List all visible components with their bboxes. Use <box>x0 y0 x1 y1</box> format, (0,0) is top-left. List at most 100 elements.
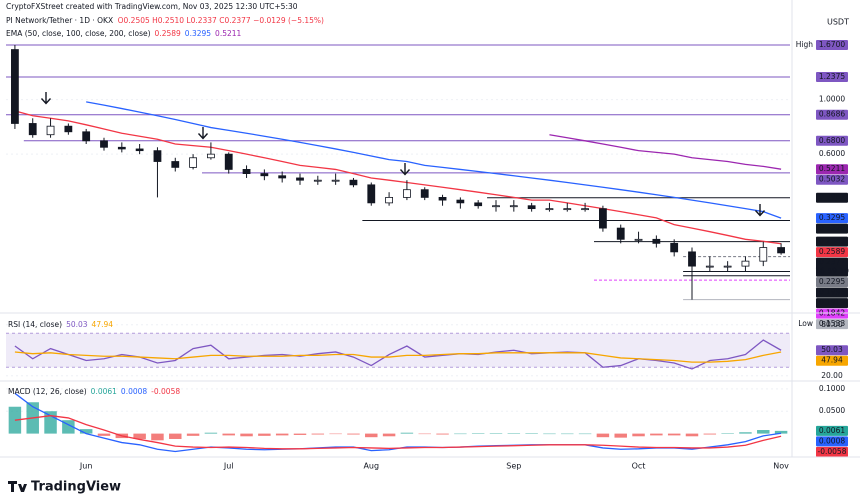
x-tick-label: Sep <box>506 462 521 471</box>
price-label: 0.1996 <box>819 288 845 297</box>
macd-value: 0.0008 <box>121 387 147 396</box>
price-label-box <box>816 192 848 203</box>
candle-body <box>403 189 411 198</box>
price-label-box <box>816 135 848 146</box>
logo: TradingView <box>8 480 121 495</box>
candle-body <box>599 208 607 229</box>
y-tick-label: 1.0000 <box>819 95 845 104</box>
y-tick-label: 80.00 <box>821 320 843 329</box>
price-label: 0.1533 <box>819 319 845 328</box>
y-tick-label: 20.00 <box>821 371 843 380</box>
candle-body <box>527 205 536 210</box>
price-label-box <box>816 257 848 277</box>
candle-body <box>367 184 376 204</box>
down-arrow <box>40 92 52 105</box>
x-tick-label: Aug <box>363 462 379 471</box>
macd-title: MACD (12, 26, close) <box>8 387 87 396</box>
price-label-box <box>816 71 848 82</box>
histogram-bar <box>578 433 592 435</box>
histogram-bar <box>757 430 770 434</box>
rsi-ma-value: 47.94 <box>92 320 114 329</box>
price-label: -0.0058 <box>818 447 847 456</box>
price-label-box <box>816 164 848 175</box>
histogram-bar <box>97 433 111 436</box>
price-label-box <box>816 308 848 319</box>
rsi-line <box>14 339 782 370</box>
histogram-bar <box>329 433 342 435</box>
histogram-bar <box>204 432 218 434</box>
countdown: 16:59:10 <box>815 267 849 276</box>
logo-text: TradingView <box>31 480 121 495</box>
histogram-bar <box>471 433 485 434</box>
symbol-title: PI Network/Tether · 1D · OKX <box>6 16 113 25</box>
price-label: 47.94 <box>821 356 843 365</box>
price-label: 0.0061 <box>819 426 845 435</box>
histogram-bar <box>596 433 610 438</box>
histogram-bar <box>186 433 200 436</box>
y-tick-label: 0.6000 <box>819 149 845 158</box>
price-label-box <box>816 277 848 288</box>
candle-body <box>545 208 554 211</box>
histogram-bar <box>650 433 663 436</box>
candle-body <box>634 238 643 241</box>
price-label-box <box>816 247 848 258</box>
candle-body <box>723 265 732 268</box>
symbol-header: PI Network/Tether · 1D · OKX O0.2505 H0.2… <box>6 16 324 25</box>
histogram-bar <box>685 433 699 437</box>
price-label-box <box>816 287 848 298</box>
price-label-box <box>816 425 848 436</box>
candle-body <box>563 208 572 211</box>
ema-value: 0.3295 <box>185 29 211 38</box>
candle-body <box>616 227 625 240</box>
histogram-bar <box>365 433 378 438</box>
ema-value: 0.5211 <box>215 29 241 38</box>
macd-hist-value: 0.0061 <box>91 387 117 396</box>
logo-mark <box>8 481 27 492</box>
annotation-arrows <box>40 92 766 217</box>
macd-legend: MACD (12, 26, close) 0.0061 0.0008 -0.0058 <box>8 387 180 396</box>
histogram-bar <box>44 411 57 434</box>
histogram-bar <box>703 433 717 435</box>
histogram-bar <box>347 433 360 435</box>
ema-line <box>14 110 782 245</box>
candle-body <box>456 199 465 204</box>
histogram-bar <box>614 433 627 438</box>
attribution: CryptoFXStreet created with TradingView.… <box>6 2 298 11</box>
histogram-bar <box>507 433 521 434</box>
candle-body <box>331 179 340 182</box>
histogram-bar <box>400 432 414 434</box>
histogram-bar <box>79 429 93 434</box>
histogram-bar <box>525 433 538 434</box>
candle-body <box>260 173 269 177</box>
candle-body <box>474 202 483 207</box>
candle-body <box>652 238 661 244</box>
macd-line <box>14 415 782 450</box>
histogram-bar <box>489 433 503 434</box>
price-label: 0.5032 <box>819 175 845 184</box>
price-label-box <box>816 319 848 330</box>
down-arrow <box>399 163 411 176</box>
price-label: 0.3987 <box>819 193 845 202</box>
histogram-bar <box>293 433 307 435</box>
candle-body <box>492 205 500 208</box>
candle-body <box>385 196 393 204</box>
price-label: 0.1919 <box>819 298 845 307</box>
histogram-bar <box>632 433 645 437</box>
histogram-bar <box>151 433 164 441</box>
candle-body <box>171 161 180 168</box>
price-label: 0.3220 <box>819 224 845 233</box>
histogram-bar <box>222 433 235 436</box>
candle-body <box>153 150 162 162</box>
price-label-box <box>816 39 848 50</box>
price-label: 0.5211 <box>819 164 845 173</box>
candle-body <box>296 177 304 181</box>
rsi-line <box>14 351 782 363</box>
histogram-bar <box>774 430 788 434</box>
price-label: 0.2377 <box>819 258 845 267</box>
plot-layer: 1.0000 0.6000 1.6700 High 1.2375 0.8686 0.6800… <box>6 39 849 471</box>
histogram-bar <box>454 433 467 435</box>
rsi-title: RSI (14, close) <box>8 320 62 329</box>
down-arrow <box>754 204 766 217</box>
histogram-bar <box>561 433 574 435</box>
